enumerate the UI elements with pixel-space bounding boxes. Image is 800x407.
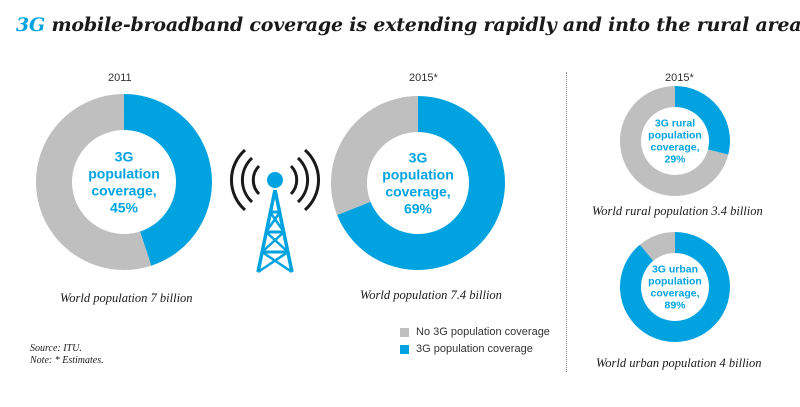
donut-2015-center-label: population [382, 166, 454, 182]
donut-2015-center-label: 3G [409, 149, 428, 165]
title-rest: mobile-broadband coverage is extending r… [45, 14, 800, 36]
legend-item-no-coverage: No 3G population coverage [400, 326, 550, 338]
donut-2011-center-label: coverage, [91, 182, 156, 198]
donut-2015-no-coverage-slice [331, 96, 418, 216]
donut-urban-2015-center-label: 89% [664, 300, 686, 312]
donut-rural-2015-center-label: coverage, [650, 142, 699, 154]
legend-swatch-gray [400, 327, 409, 337]
source-note: Source: ITU. Note: * Estimates. [30, 343, 104, 367]
donut-rural-2015-no-coverage-slice [620, 86, 729, 196]
cell-tower-icon [230, 148, 320, 274]
donut-rural-2015-center-label: 29% [664, 154, 686, 166]
donut-2011-center-label: 3G [115, 148, 134, 164]
legend-label-coverage: 3G population coverage [416, 343, 533, 355]
year-label-2015: 2015* [409, 72, 438, 84]
donut-2011-no-coverage-slice [35, 94, 152, 270]
donut-urban-2015-coverage-slice [619, 232, 730, 342]
caption-2015: World population 7.4 billion [360, 288, 502, 302]
donut-urban-2015-center-label: coverage, [650, 288, 699, 300]
section-divider [566, 72, 567, 372]
caption-urban: World urban population 4 billion [596, 356, 762, 370]
donut-2015-center-label: 69% [404, 200, 433, 216]
donut-rural-2015-coverage-slice [675, 86, 730, 155]
donut-2011-center-label: 45% [110, 199, 139, 215]
source-text: Source: ITU. [30, 343, 82, 354]
donut-2011-coverage-slice [124, 94, 212, 266]
caption-rural: World rural population 3.4 billion [592, 204, 763, 218]
donut-2015-center-label: coverage, [385, 183, 450, 199]
legend: No 3G population coverage 3G population … [400, 326, 550, 360]
year-label-2015-rural-urban: 2015* [665, 72, 694, 84]
estimates-note: Note: * Estimates. [30, 355, 104, 366]
chart-title: 3G mobile-broadband coverage is extendin… [16, 14, 800, 36]
donut-urban-2015-center-label: 3G urban [652, 264, 698, 276]
donut-urban-2015-no-coverage-slice [639, 232, 675, 261]
donut-2011-center-label: population [88, 165, 160, 181]
legend-label-no-coverage: No 3G population coverage [416, 326, 550, 338]
donut-urban-2015-center-label: population [648, 276, 702, 288]
legend-swatch-blue [400, 344, 409, 354]
donut-2015-coverage-slice [337, 96, 505, 271]
title-accent: 3G [16, 14, 46, 36]
donut-rural-2015-center-label: population [648, 130, 702, 142]
year-label-2011: 2011 [108, 72, 132, 84]
caption-2011: World population 7 billion [60, 291, 193, 305]
legend-item-coverage: 3G population coverage [400, 343, 550, 355]
donut-rural-2015-center-label: 3G rural [655, 118, 695, 130]
